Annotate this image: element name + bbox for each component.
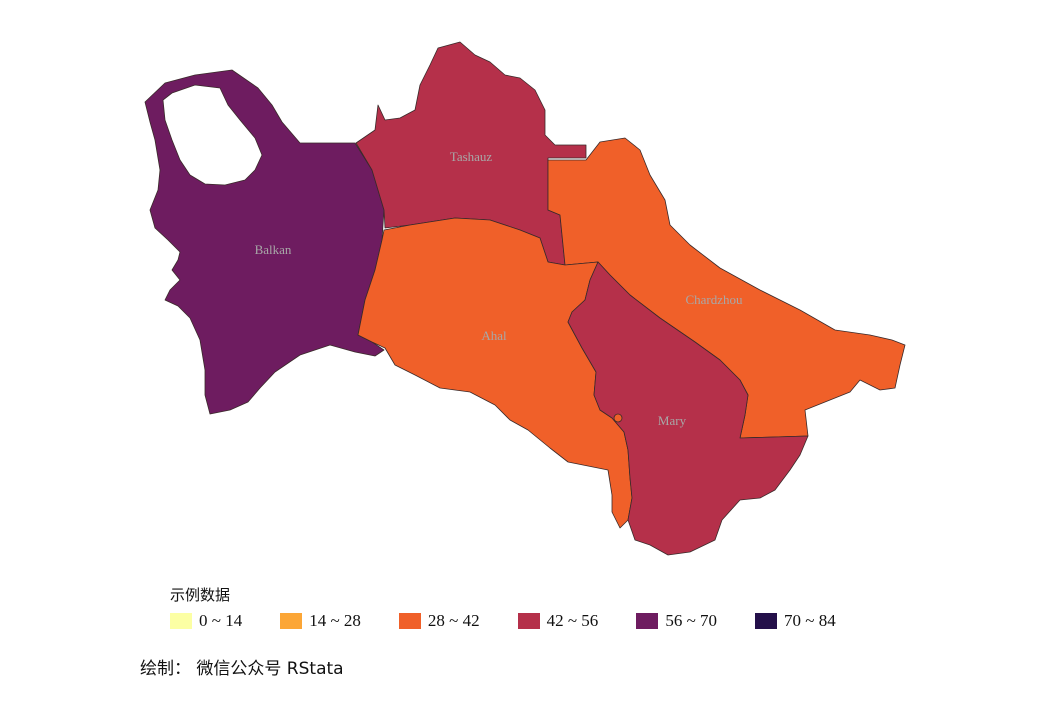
legend-item: 56 ~ 70 — [636, 611, 717, 631]
legend-item: 0 ~ 14 — [170, 611, 242, 631]
legend-label: 14 ~ 28 — [309, 611, 361, 630]
label-mary: Mary — [658, 413, 687, 428]
legend-item: 28 ~ 42 — [398, 611, 480, 631]
legend-swatch — [280, 613, 303, 629]
legend-swatch — [398, 613, 421, 629]
legend-title: 示例数据 — [170, 586, 231, 604]
legend-swatch — [636, 613, 659, 629]
label-chardzhou: Chardzhou — [685, 292, 743, 307]
legend-item: 42 ~ 56 — [517, 611, 599, 631]
label-tashauz: Tashauz — [450, 149, 493, 164]
legend-item: 14 ~ 28 — [280, 611, 361, 631]
legend-swatch — [170, 613, 192, 629]
region-mary[interactable] — [567, 261, 809, 556]
legend-swatch — [517, 613, 540, 629]
ahal-exclave — [613, 413, 623, 423]
region-ahal[interactable] — [357, 217, 633, 529]
credit-text: 绘制： 微信公众号 RStata — [140, 659, 344, 679]
legend-item: 70 ~ 84 — [755, 611, 836, 631]
legend-label: 42 ~ 56 — [546, 611, 599, 630]
legend: 示例数据 0 ~ 14 14 ~ 28 28 ~ 42 42 ~ 56 56 ~… — [170, 584, 836, 631]
label-balkan: Balkan — [255, 242, 292, 257]
region-balkan[interactable] — [144, 69, 385, 415]
legend-label: 28 ~ 42 — [427, 611, 480, 630]
label-ahal: Ahal — [481, 328, 507, 343]
legend-label: 70 ~ 84 — [784, 611, 836, 630]
legend-items: 0 ~ 14 14 ~ 28 28 ~ 42 42 ~ 56 56 ~ 70 7… — [170, 611, 836, 631]
legend-label: 56 ~ 70 — [665, 611, 718, 630]
legend-swatch — [755, 613, 778, 629]
legend-label: 0 ~ 14 — [199, 611, 243, 630]
